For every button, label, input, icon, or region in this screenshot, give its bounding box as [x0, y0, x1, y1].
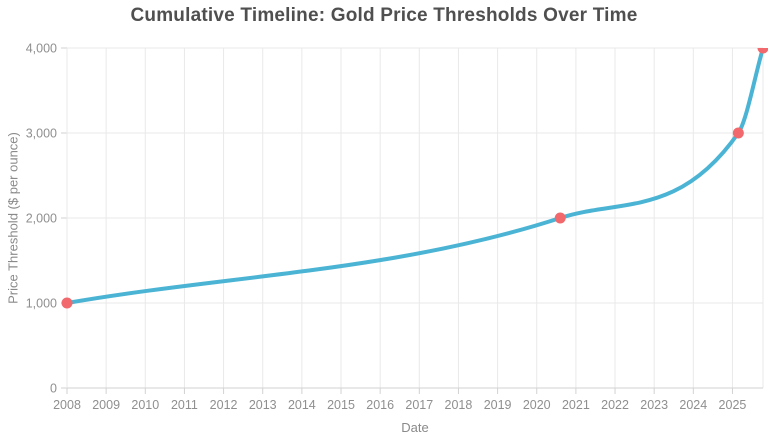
x-tick-label: 2010 — [131, 398, 159, 412]
y-tick-label: 4,000 — [26, 42, 57, 56]
x-tick-label: 2018 — [445, 398, 473, 412]
x-tick-label: 2013 — [249, 398, 277, 412]
data-point-marker[interactable] — [732, 127, 744, 139]
x-tick-label: 2016 — [366, 398, 394, 412]
y-axis-title: Price Threshold ($ per ounce) — [5, 132, 21, 304]
x-tick-label: 2012 — [210, 398, 238, 412]
y-tick-label: 1,000 — [26, 297, 57, 311]
x-tick-label: 2011 — [171, 398, 198, 412]
x-tick-label: 2009 — [92, 398, 120, 412]
series-group — [61, 43, 768, 309]
x-tick-label: 2025 — [719, 398, 747, 412]
x-tick-label: 2019 — [484, 398, 512, 412]
x-tick-label: 2020 — [523, 398, 551, 412]
data-point-marker[interactable] — [757, 43, 768, 54]
x-tick-label: 2022 — [601, 398, 629, 412]
data-point-marker[interactable] — [61, 297, 73, 309]
x-axis-title: Date — [401, 420, 429, 435]
data-point-marker[interactable] — [554, 212, 566, 224]
y-tick-label: 2,000 — [26, 212, 57, 226]
y-tick-label: 0 — [50, 382, 57, 396]
x-tick-label: 2014 — [288, 398, 316, 412]
x-tick-label: 2017 — [405, 398, 433, 412]
x-tick-label: 2024 — [679, 398, 707, 412]
x-tick-label: 2023 — [640, 398, 668, 412]
chart-title: Cumulative Timeline: Gold Price Threshol… — [130, 5, 638, 26]
y-tick-label: 3,000 — [26, 127, 57, 141]
x-tick-label: 2015 — [327, 398, 355, 412]
series-line — [65, 48, 765, 305]
x-tick-label: 2021 — [562, 398, 590, 412]
x-tick-label: 2008 — [53, 398, 81, 412]
